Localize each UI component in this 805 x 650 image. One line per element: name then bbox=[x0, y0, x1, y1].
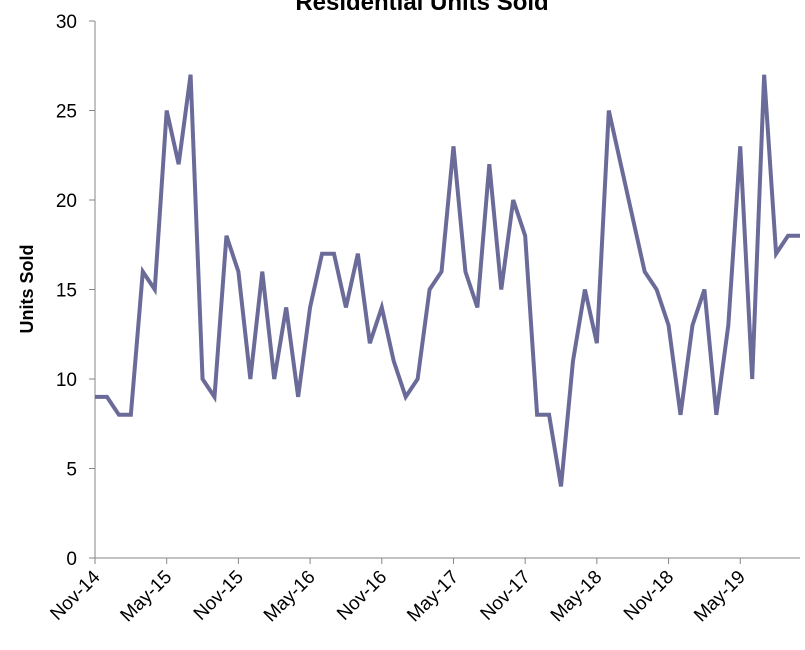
x-tick-label: Nov-17 bbox=[477, 567, 535, 625]
chart-title: Residential Units Sold bbox=[295, 0, 548, 16]
y-tick-label: 25 bbox=[56, 102, 77, 123]
x-tick-label: Nov-14 bbox=[46, 566, 104, 624]
y-tick-label: 15 bbox=[56, 281, 77, 302]
y-axis: 0 5 10 15 20 25 30 bbox=[56, 12, 96, 570]
series-line bbox=[95, 74, 800, 487]
y-tick-label: 30 bbox=[56, 12, 77, 33]
x-tick-label: May-18 bbox=[547, 567, 607, 627]
x-tick-label: May-16 bbox=[260, 567, 320, 627]
x-tick-label: May-15 bbox=[117, 567, 177, 627]
x-tick-label: Nov-15 bbox=[190, 567, 248, 625]
y-tick-label: 5 bbox=[66, 460, 77, 481]
y-tick-label: 0 bbox=[66, 549, 77, 570]
y-tick-label: 20 bbox=[56, 191, 77, 212]
x-axis: Nov-14 May-15 Nov-15 May-16 Nov-16 May-17 Nov-… bbox=[46, 557, 800, 627]
x-tick-label: Nov-16 bbox=[333, 567, 391, 625]
x-tick-label: May-17 bbox=[403, 567, 463, 627]
y-tick-label: 10 bbox=[56, 370, 77, 391]
x-tick-label: May-19 bbox=[690, 567, 750, 627]
x-tick-label: Nov-18 bbox=[620, 567, 678, 625]
series-layer bbox=[95, 74, 800, 487]
y-axis-label: Units Sold bbox=[17, 245, 37, 334]
